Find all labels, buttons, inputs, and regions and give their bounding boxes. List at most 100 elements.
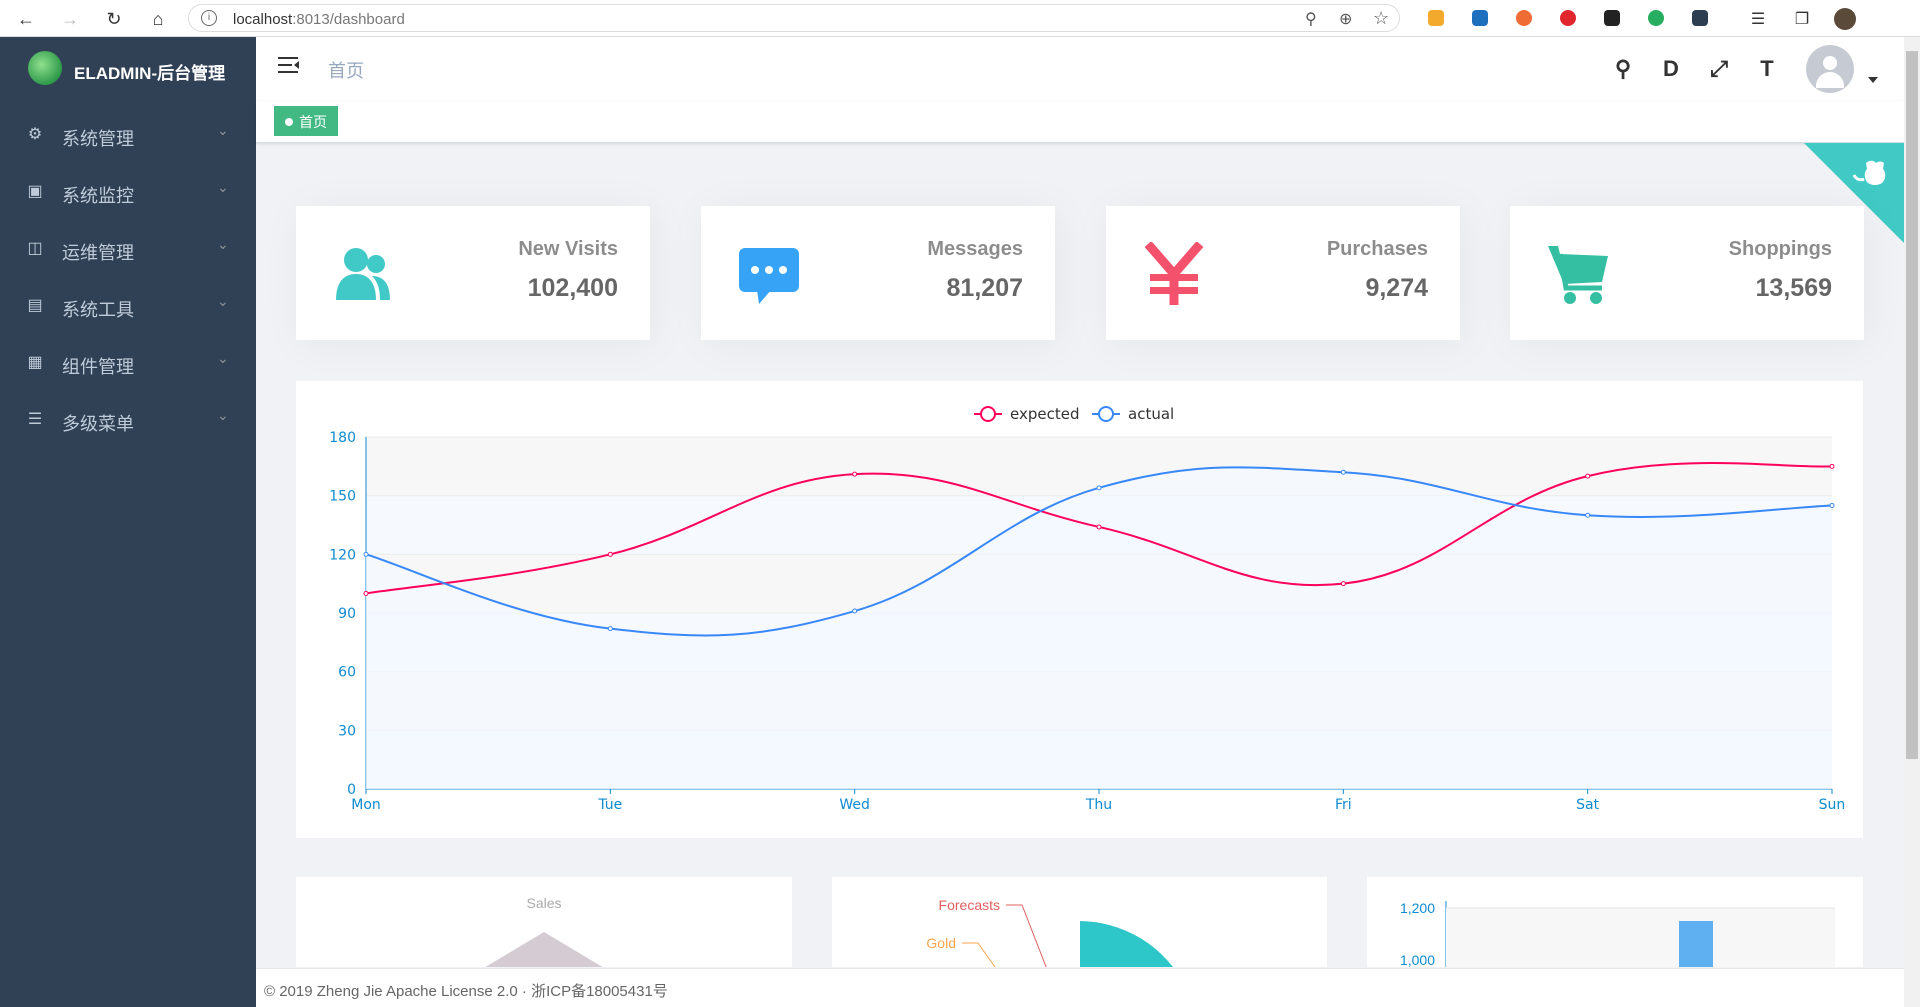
pie-leader-line [1006,904,1047,967]
site-info-icon[interactable]: i [201,10,217,26]
panel-shoppings[interactable]: Shoppings 13,569 [1510,206,1864,340]
extension-infinity-icon[interactable] [1516,10,1532,26]
home-icon[interactable]: ⌂ [152,8,164,29]
extension-green-icon[interactable] [1648,10,1664,26]
data-point-actual [363,551,369,557]
sidebar-item-system[interactable]: ⚙ 系统管理 ⌄ [0,107,256,163]
x-tick-label: Tue [597,797,622,813]
extension-reader-icon[interactable] [1604,10,1620,26]
data-point-expected [1829,463,1835,469]
y-tick-label: 180 [329,430,356,446]
sidebar-item-nested-menu[interactable]: ☰ 多级菜单 ⌄ [0,392,256,448]
chevron-down-icon: ⌄ [217,407,229,423]
panel-label: Shoppings [1728,238,1832,260]
forward-arrow-icon[interactable]: → [61,8,79,29]
tags-view: 首页 [256,101,1904,143]
data-point-actual [1585,512,1591,518]
address-bar[interactable]: i localhost:8013/dashboard ⚲ ⊕ ☆ [188,4,1400,32]
message-icon [739,248,799,304]
x-tick-label: Fri [1335,797,1352,813]
sidebar-item-label: 系统工具 [62,300,134,320]
data-point-expected [607,551,613,557]
avatar[interactable] [1806,45,1854,93]
pie-label-forecasts: Forecasts [939,897,1000,913]
sidebar-item-label: 组件管理 [62,357,134,377]
page-scrollbar[interactable] [1904,37,1920,1007]
scrollbar-thumb[interactable] [1906,51,1918,759]
legend-label: expected [1010,405,1079,423]
y-tick-label: 150 [329,489,356,505]
panel-label: Purchases [1326,238,1428,260]
hamburger-icon[interactable] [278,57,300,75]
panel-value: 13,569 [1755,274,1832,302]
gear-icon: ⚙ [27,126,43,143]
bar-plot-bg [1446,908,1835,967]
panel-new-visits[interactable]: New Visits 102,400 [296,206,650,340]
doc-icon[interactable]: D [1663,56,1679,81]
extension-opera-icon[interactable] [1560,10,1576,26]
sidebar-item-components[interactable]: ▦ 组件管理 ⌄ [0,335,256,391]
data-point-expected [363,590,369,596]
y-tick-label: 30 [338,723,356,739]
radar-shape [485,932,603,967]
back-arrow-icon[interactable]: ← [17,8,35,29]
pie-leader-line [962,942,996,967]
sidebar-item-ops[interactable]: ◫ 运维管理 ⌄ [0,221,256,277]
y-tick-label: 90 [338,606,356,622]
radar-chart-title: Sales [526,895,561,911]
zoom-icon[interactable]: ⊕ [1339,11,1353,28]
legend-marker [1098,406,1114,422]
tag-home[interactable]: 首页 [274,106,338,136]
bar-chart-card: 1,200 1,000 [1367,877,1863,967]
github-corner-icon[interactable] [1804,143,1904,243]
sidebar-item-label: 系统监控 [62,186,134,206]
legend-marker [980,406,996,422]
caret-down-icon[interactable] [1868,77,1878,83]
profile-avatar-icon[interactable] [1834,8,1856,30]
search-icon[interactable]: ⚲ [1614,56,1632,81]
sidebar-item-label: 运维管理 [62,243,134,263]
footer-text: © 2019 Zheng Jie Apache License 2.0 · 浙I… [264,983,668,1000]
extension-vue-icon[interactable] [1472,10,1488,26]
key-icon[interactable]: ⚲ [1305,11,1317,28]
pie-chart-card: Forecasts Gold [832,877,1327,967]
favorites-icon[interactable]: ☰ [1750,11,1766,28]
extension-chevrons-icon[interactable] [1692,10,1708,26]
size-select-icon[interactable]: T [1760,56,1774,81]
reload-icon[interactable]: ↻ [106,8,122,29]
panel-value: 9,274 [1365,274,1428,302]
radar-chart-card: Sales [296,877,792,967]
series-area-actual [366,467,1832,789]
grid-icon: ▦ [27,354,43,371]
navbar: 首页 ⚲ D ⤢ T [256,37,1904,101]
panel-messages[interactable]: Messages 81,207 [701,206,1055,340]
line-chart-card: 0 30 60 90 120 150 180 Mon Tue Wed Thu Fri Sat Sun exp… [296,381,1863,838]
data-point-actual [1340,469,1346,475]
panel-purchases[interactable]: Purchases 9,274 [1106,206,1460,340]
bar-ytick: 1,000 [1400,952,1435,967]
y-tick-label: 60 [338,665,356,681]
extension-download-icon[interactable] [1428,10,1444,26]
data-point-expected [1096,524,1102,530]
sidebar-item-monitor[interactable]: ▣ 系统监控 ⌄ [0,164,256,220]
server-icon: ◫ [27,240,43,257]
toolbox-icon: ▤ [27,297,43,314]
panel-label: New Visits [518,238,618,260]
pie-label-gold: Gold [926,935,956,951]
bar-ytick: 1,200 [1400,900,1435,916]
pie-slice [1080,921,1173,967]
shopping-cart-icon [1548,246,1608,304]
chevron-down-icon: ⌄ [217,236,229,252]
chevron-down-icon: ⌄ [217,350,229,366]
browser-toolbar: ← → ↻ ⌂ i localhost:8013/dashboard ⚲ ⊕ ☆… [0,0,1920,37]
collections-icon[interactable]: ❐ [1794,11,1810,28]
data-point-expected [852,471,858,477]
sidebar-item-label: 系统管理 [62,129,134,149]
data-point-actual [852,608,858,614]
y-tick-label: 0 [347,782,356,798]
bookmark-star-icon[interactable]: ☆ [1373,8,1390,28]
app-title: ELADMIN-后台管理 [74,64,226,83]
fullscreen-icon[interactable]: ⤢ [1710,56,1728,81]
sidebar-item-tools[interactable]: ▤ 系统工具 ⌄ [0,278,256,334]
panel-value: 81,207 [946,274,1023,302]
